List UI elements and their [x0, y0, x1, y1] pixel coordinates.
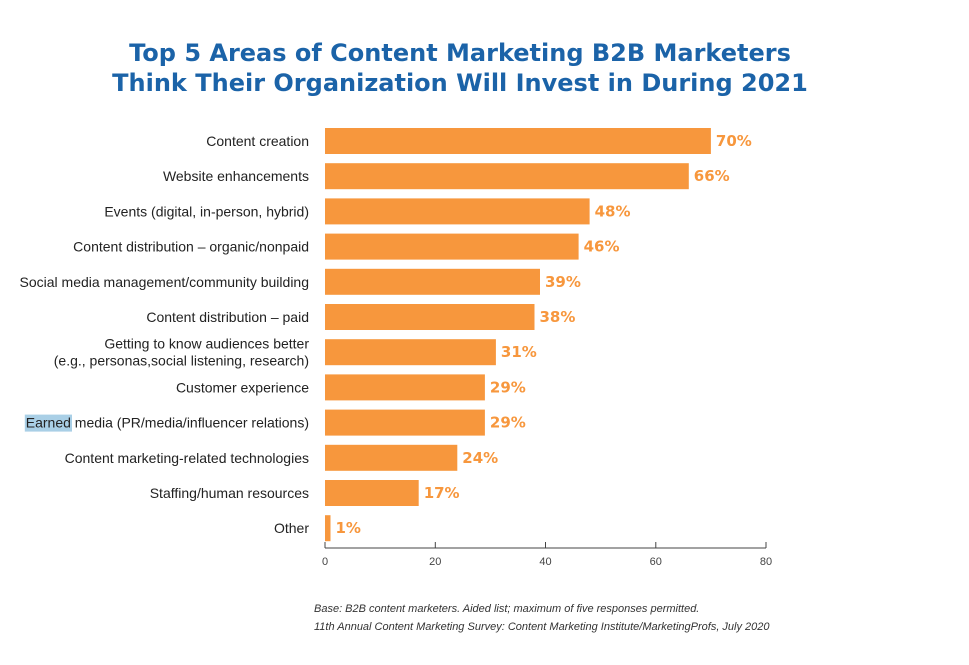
bar — [325, 515, 331, 542]
bar — [325, 304, 535, 330]
text-highlight — [24, 414, 72, 432]
chart-title: Top 5 Areas of Content Marketing B2B Mar… — [0, 38, 920, 98]
bar — [325, 268, 540, 295]
bar — [325, 444, 458, 471]
value-label: 1% — [336, 519, 361, 537]
category-label: (e.g., personas,social listening, resear… — [54, 353, 309, 369]
bar — [325, 163, 689, 190]
x-tick-label: 60 — [650, 556, 662, 568]
bar — [325, 480, 419, 506]
x-tick-label: 0 — [322, 556, 328, 568]
category-label: Other — [274, 520, 309, 536]
category-label: Content distribution – organic/nonpaid — [73, 239, 309, 255]
category-label: Content marketing-related technologies — [65, 450, 309, 466]
chart-title-line-1: Top 5 Areas of Content Marketing B2B Mar… — [129, 39, 791, 67]
bar — [325, 409, 485, 436]
bar — [325, 233, 579, 260]
x-tick-label: 80 — [760, 556, 772, 568]
category-label: Website enhancements — [163, 168, 309, 184]
bar — [325, 374, 485, 401]
footnote-base: Base: B2B content marketers. Aided list;… — [314, 603, 700, 615]
x-tick-label: 20 — [429, 556, 441, 568]
footnote: Base: B2B content marketers. Aided list;… — [314, 600, 770, 636]
category-label: Content distribution – paid — [146, 309, 309, 325]
value-label: 66% — [694, 167, 730, 185]
category-label: Getting to know audiences better — [104, 336, 309, 352]
value-label: 38% — [540, 308, 576, 326]
chart-title-line-2: Think Their Organization Will Invest in … — [112, 69, 808, 97]
category-label: Earned media (PR/media/influencer relati… — [26, 415, 309, 431]
category-label: Social media management/community buildi… — [20, 274, 309, 290]
value-label: 31% — [501, 343, 537, 361]
bar — [325, 128, 711, 154]
value-label: 48% — [595, 202, 631, 220]
bar — [325, 198, 590, 225]
category-label: Customer experience — [176, 379, 309, 395]
value-label: 39% — [545, 273, 581, 291]
value-label: 46% — [584, 238, 620, 256]
category-label: Events (digital, in-person, hybrid) — [104, 203, 309, 219]
category-label: Staffing/human resources — [150, 485, 309, 501]
x-tick-label: 40 — [539, 556, 551, 568]
footnote-source: 11th Annual Content Marketing Survey: Co… — [314, 621, 770, 633]
category-label: Content creation — [206, 133, 309, 149]
value-label: 17% — [424, 484, 460, 502]
value-label: 70% — [716, 132, 752, 150]
value-label: 29% — [490, 414, 526, 432]
value-label: 24% — [462, 449, 498, 467]
value-label: 29% — [490, 378, 526, 396]
bar — [325, 339, 496, 366]
